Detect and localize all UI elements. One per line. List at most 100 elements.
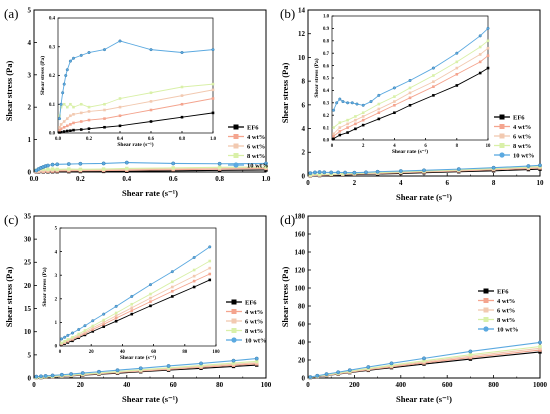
data-point [78,167,83,172]
data-point [468,349,473,354]
data-point [346,131,349,134]
data-point [59,102,63,106]
data-point [199,363,203,368]
data-point [60,341,63,345]
y-tick-label: 30 [24,236,32,244]
data-point [115,368,120,373]
series-line [333,28,489,111]
plot-frame [59,227,217,347]
data-point [361,118,365,122]
x-tick-label: 100 [212,350,220,355]
data-point [63,339,66,343]
x-tick-label: 0.8 [179,137,186,142]
legend-marker [499,143,505,148]
data-point [217,165,222,169]
legend-label: 10 wt% [513,152,534,159]
data-point [77,332,81,336]
data-point [313,170,317,175]
x-axis-title: Shear rate (s⁻¹) [122,188,178,198]
x-tick-label: 60 [151,350,156,355]
data-point [91,328,95,331]
data-point [66,124,69,128]
data-point [455,66,459,70]
legend-marker [233,162,239,168]
data-point [208,272,212,276]
data-point [91,324,95,328]
data-point [338,126,342,129]
data-point [192,285,196,289]
data-point [59,123,63,126]
data-point [377,107,381,111]
data-point [231,358,236,363]
data-point [77,327,81,331]
data-point [317,172,322,177]
data-point [63,335,67,339]
data-point [332,137,335,141]
x-tick-label: 0.8 [215,175,224,183]
data-point [34,374,39,379]
data-point [377,93,381,97]
data-point [211,111,215,115]
data-point [67,167,71,171]
x-axis-title: Shear rate (s⁻¹) [396,192,452,202]
data-point [80,371,85,375]
data-point [361,123,365,127]
series-line [310,164,541,174]
data-point [66,333,70,337]
series-line [36,360,257,378]
y-tick-label: 0 [28,374,32,382]
inset-y-title: Shear stress (Pa) [39,56,46,95]
data-point [432,85,435,88]
data-point [377,111,381,115]
y-tick-label: 35 [24,212,32,220]
y-tick-label: 0 [302,374,306,382]
inset-background [58,18,213,133]
inset-x-title: Shear rate (s⁻¹) [392,148,428,155]
y-tick-label: 0.0 [49,132,56,137]
data-point [130,294,134,298]
data-point [538,344,542,349]
data-point [77,334,81,337]
data-point [72,128,75,132]
data-point [149,296,152,300]
data-point [69,372,74,376]
data-point [138,366,143,371]
x-tick-label: 6 [424,144,427,149]
data-point [171,280,174,284]
data-point [486,26,490,30]
data-point [264,161,268,166]
legend-label: EF6 [497,288,509,295]
data-point [455,84,459,87]
data-point [62,125,66,129]
inset-background [60,228,216,346]
data-point [393,95,396,98]
data-point [211,48,215,52]
data-point [538,348,542,352]
data-point [68,59,72,63]
data-point [62,82,66,86]
data-point [65,68,69,72]
data-point [83,330,87,334]
x-tick-label: 0 [32,381,36,389]
data-point [97,369,101,374]
y-tick-label: 4 [302,125,306,133]
legend-label: 6 wt% [247,143,265,150]
data-point [79,111,83,115]
y-tick-label: 0.7 [323,52,330,57]
data-point [62,120,66,123]
data-point [346,122,349,126]
x-axis-title: Shear rate (s⁻¹) [396,394,452,404]
y-tick-label: 0 [302,172,306,180]
data-point [50,162,55,167]
data-point [79,128,83,131]
data-point [46,167,50,172]
data-point [432,74,435,77]
y-tick-label: 1 [28,136,32,144]
data-point [114,304,118,308]
x-tick-label: 0.0 [30,175,39,183]
legend-marker [499,152,505,158]
data-point [341,100,345,104]
data-point [486,66,490,70]
data-point [118,39,122,43]
data-point [171,166,175,170]
